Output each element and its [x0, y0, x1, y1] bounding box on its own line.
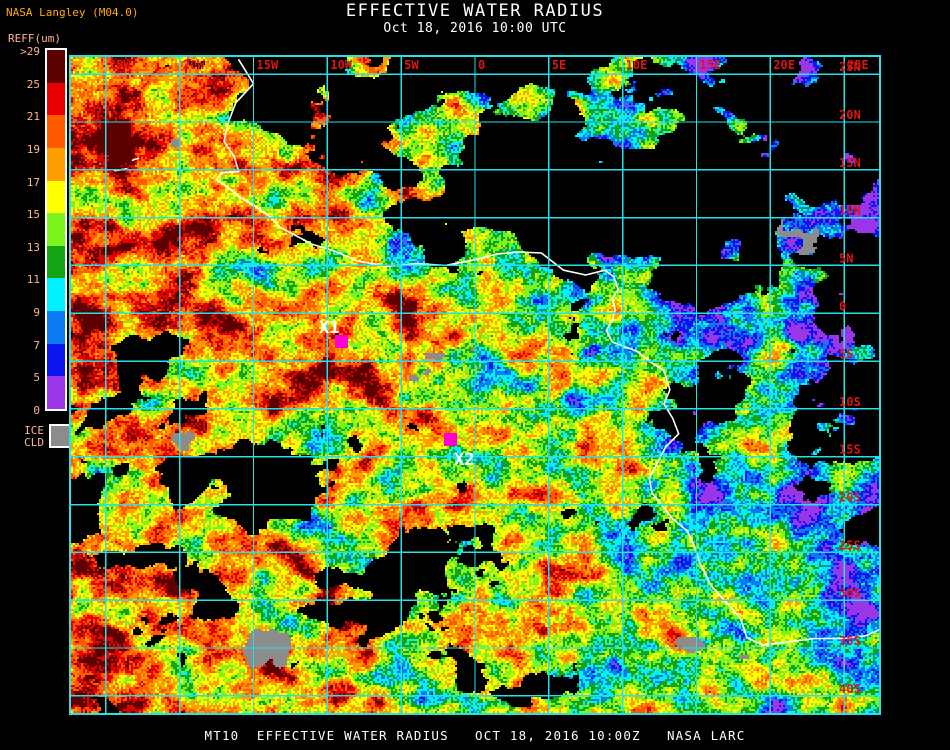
colorbar-tick-19: 19 [26, 142, 40, 156]
colorbar-tick-15: 15 [26, 208, 40, 222]
colorbar-band-0 [47, 50, 65, 83]
colorbar-tick-25: 25 [26, 77, 40, 91]
ice-cloud-label: ICE CLD [12, 425, 44, 449]
colorbar-tick-5: 5 [33, 371, 40, 385]
reff-heatmap-canvas[interactable] [69, 55, 881, 715]
agency-tag: NASA Langley (M04.0) [6, 6, 139, 19]
colorbar-tick-labels: >29 25 21 19 17 15 13 11 9 7 5 0 [0, 45, 43, 416]
colorbar-tick-17: 17 [26, 175, 40, 189]
title-block: EFFECTIVE WATER RADIUS Oct 18, 2016 10:0… [0, 2, 950, 37]
colorbar-tick-21: 21 [26, 110, 40, 124]
colorbar-title: REFF(um) [8, 32, 61, 45]
colorbar-tick-11: 11 [26, 273, 40, 287]
page-subtitle: Oct 18, 2016 10:00 UTC [383, 21, 567, 36]
colorbar-band-2 [47, 115, 65, 148]
colorbar-tick-13: 13 [26, 240, 40, 254]
colorbar-tick-7: 7 [33, 338, 40, 352]
footer-bar: MT10 EFFECTIVE WATER RADIUS OCT 18, 2016… [0, 725, 950, 744]
colorbar-band-6 [47, 245, 65, 279]
ice-label-line1: ICE [24, 424, 44, 437]
colorbar-legend: REFF(um) >29 25 21 19 17 15 13 11 9 7 5 0 ICE CLD [0, 30, 73, 463]
satellite-map[interactable]: 25W 20W 15W 10W 5W 0 5E 10E 15E 20E 25E 25N 20N 15N 10… [69, 55, 881, 715]
page-title: EFFECTIVE WATER RADIUS [345, 1, 605, 21]
colorbar-band-8 [47, 311, 65, 344]
colorbar-gradient [45, 48, 67, 411]
colorbar-band-5 [47, 213, 65, 246]
colorbar-tick-9: 9 [33, 306, 40, 320]
ice-label-line2: CLD [24, 436, 44, 449]
colorbar-tick-0: 0 [33, 404, 40, 417]
footer-caption: MT10 EFFECTIVE WATER RADIUS OCT 18, 2016… [204, 728, 746, 743]
colorbar-band-10 [47, 376, 65, 409]
colorbar-band-1 [47, 82, 65, 116]
colorbar-tick-gt29: >29 [20, 45, 40, 58]
colorbar-band-3 [47, 147, 65, 181]
colorbar-band-9 [47, 343, 65, 377]
colorbar-band-4 [47, 180, 65, 214]
colorbar-band-7 [47, 278, 65, 311]
ice-cloud-legend: ICE CLD [12, 423, 73, 463]
